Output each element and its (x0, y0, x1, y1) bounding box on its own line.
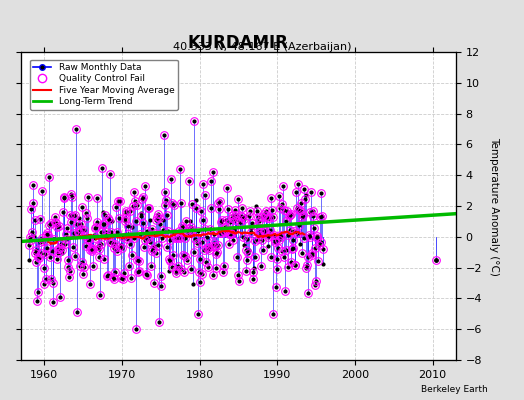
Text: Berkeley Earth: Berkeley Earth (421, 385, 487, 394)
Text: 40.333 N, 48.167 E (Azerbaijan): 40.333 N, 48.167 E (Azerbaijan) (173, 42, 351, 52)
Legend: Raw Monthly Data, Quality Control Fail, Five Year Moving Average, Long-Term Tren: Raw Monthly Data, Quality Control Fail, … (30, 60, 178, 110)
Title: KURDAMIR: KURDAMIR (188, 34, 289, 52)
Y-axis label: Temperature Anomaly (°C): Temperature Anomaly (°C) (489, 136, 499, 276)
